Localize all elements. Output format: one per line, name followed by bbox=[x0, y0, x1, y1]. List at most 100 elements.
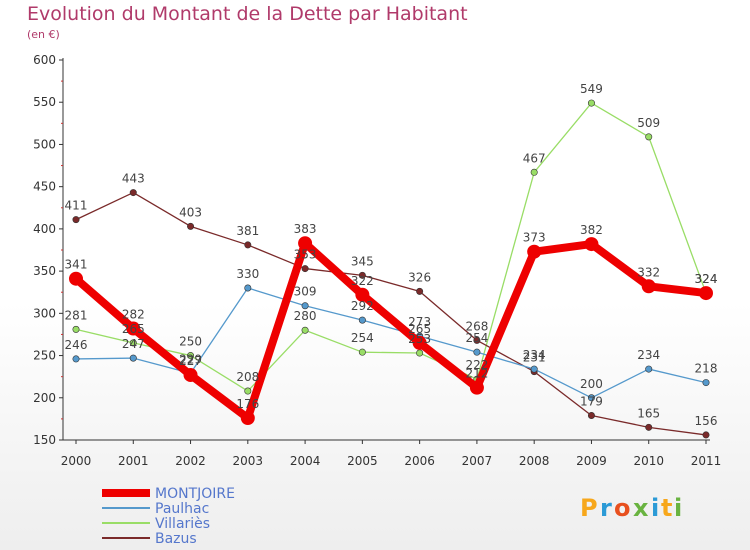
data-point-montjoire bbox=[126, 321, 141, 336]
y-axis-unit-label: (en €) bbox=[27, 28, 60, 41]
data-label-paulhac: 218 bbox=[695, 362, 718, 376]
data-label-montjoire: 227 bbox=[179, 354, 202, 368]
data-point-montjoire bbox=[469, 380, 484, 395]
data-point-bazus bbox=[702, 431, 710, 439]
data-point-montjoire bbox=[240, 411, 255, 426]
data-label-bazus: 403 bbox=[179, 205, 202, 219]
data-label-montjoire: 324 bbox=[695, 272, 718, 286]
data-point-montjoire bbox=[183, 367, 198, 382]
series-line-montjoire bbox=[72, 239, 710, 423]
data-point-villaries bbox=[358, 348, 366, 356]
data-label-montjoire: 383 bbox=[294, 222, 317, 236]
data-point-bazus bbox=[301, 265, 309, 273]
logo-letter: o bbox=[614, 494, 631, 522]
data-label-paulhac: 234 bbox=[523, 348, 546, 362]
data-label-paulhac: 234 bbox=[637, 348, 660, 362]
data-label-paulhac: 292 bbox=[351, 299, 374, 313]
data-label-paulhac: 273 bbox=[408, 315, 431, 329]
data-label-montjoire: 282 bbox=[122, 308, 145, 322]
data-label-montjoire: 332 bbox=[637, 265, 660, 279]
y-tick-label: 300 bbox=[33, 306, 56, 320]
data-label-montjoire: 176 bbox=[236, 397, 259, 411]
data-label-paulhac: 229 bbox=[179, 352, 202, 366]
data-label-paulhac: 309 bbox=[294, 285, 317, 299]
data-point-bazus bbox=[72, 216, 80, 224]
data-point-villaries bbox=[301, 326, 309, 334]
data-label-paulhac: 247 bbox=[122, 337, 145, 351]
logo-letter: i bbox=[674, 494, 682, 522]
data-label-villaries: 222 bbox=[465, 358, 488, 372]
data-label-paulhac: 330 bbox=[236, 267, 259, 281]
data-label-villaries: 549 bbox=[580, 82, 603, 96]
data-label-paulhac: 254 bbox=[465, 331, 488, 345]
data-label-bazus: 268 bbox=[465, 319, 488, 333]
data-label-bazus: 326 bbox=[408, 270, 431, 284]
data-label-bazus: 345 bbox=[351, 254, 374, 268]
data-label-bazus: 381 bbox=[236, 224, 259, 238]
data-point-paulhac bbox=[72, 355, 80, 363]
data-label-montjoire: 322 bbox=[351, 274, 374, 288]
logo-letter: x bbox=[633, 494, 649, 522]
data-point-montjoire bbox=[69, 271, 83, 286]
data-label-villaries: 324 bbox=[695, 272, 718, 286]
y-tick-label: 200 bbox=[33, 391, 56, 405]
data-point-montjoire bbox=[641, 279, 656, 294]
axes: 150 200 250 300 350 400 450 500 550 600 2000 2001 20… bbox=[33, 53, 721, 468]
y-tick-label: 450 bbox=[33, 180, 56, 194]
series-line-paulhac bbox=[75, 287, 707, 399]
legend-label-bazus: Bazus bbox=[155, 531, 197, 547]
x-tick-label: 2006 bbox=[404, 454, 435, 468]
data-label-montjoire: 265 bbox=[408, 322, 431, 336]
data-label-paulhac: 200 bbox=[580, 377, 603, 391]
x-tick-label: 2003 bbox=[233, 454, 264, 468]
data-point-montjoire bbox=[412, 335, 427, 350]
x-tick-label: 2010 bbox=[633, 454, 664, 468]
data-point-bazus bbox=[358, 271, 366, 279]
chart-title: Evolution du Montant de la Dette par Hab… bbox=[27, 3, 468, 25]
data-point-villaries bbox=[187, 352, 195, 360]
series-layer bbox=[69, 99, 713, 439]
data-point-villaries bbox=[129, 339, 137, 347]
data-point-montjoire bbox=[699, 286, 713, 301]
data-label-villaries: 254 bbox=[351, 331, 374, 345]
data-point-montjoire bbox=[298, 236, 313, 251]
data-point-bazus bbox=[244, 241, 252, 249]
data-point-montjoire bbox=[527, 244, 542, 259]
data-point-paulhac bbox=[301, 302, 309, 310]
data-point-paulhac bbox=[244, 284, 252, 292]
data-point-paulhac bbox=[358, 316, 366, 324]
logo-letter: t bbox=[661, 494, 672, 522]
y-tick-label: 350 bbox=[33, 264, 56, 278]
data-label-montjoire: 382 bbox=[580, 223, 603, 237]
data-point-bazus bbox=[645, 423, 653, 431]
data-label-bazus: 156 bbox=[695, 414, 718, 428]
data-point-bazus bbox=[187, 222, 195, 230]
legend-label-montjoire: MONTJOIRE bbox=[155, 486, 235, 502]
data-point-villaries bbox=[72, 325, 80, 333]
data-point-villaries bbox=[244, 387, 252, 395]
data-label-villaries: 208 bbox=[236, 370, 259, 384]
data-label-villaries: 280 bbox=[294, 309, 317, 323]
y-tick-label: 500 bbox=[33, 137, 56, 151]
data-label-villaries: 509 bbox=[637, 116, 660, 130]
data-point-bazus bbox=[416, 287, 424, 295]
data-label-villaries: 253 bbox=[408, 332, 431, 346]
data-label-bazus: 411 bbox=[65, 199, 88, 213]
data-point-paulhac bbox=[473, 348, 481, 356]
y-tick-label: 150 bbox=[33, 433, 56, 447]
data-label-bazus: 165 bbox=[637, 406, 660, 420]
data-label-bazus: 353 bbox=[294, 248, 317, 262]
data-point-bazus bbox=[473, 336, 481, 344]
data-point-montjoire bbox=[584, 237, 599, 252]
series-line-villaries bbox=[75, 102, 707, 392]
data-label-villaries: 250 bbox=[179, 335, 202, 349]
y-tick-label: 550 bbox=[33, 95, 56, 109]
x-tick-label: 2007 bbox=[462, 454, 493, 468]
x-tick-label: 2000 bbox=[61, 454, 92, 468]
data-point-paulhac bbox=[530, 365, 538, 373]
y-tick-label: 400 bbox=[33, 222, 56, 236]
